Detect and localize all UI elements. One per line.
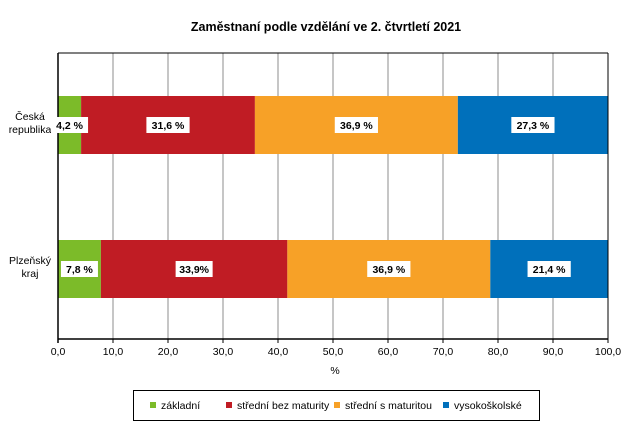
x-axis-title: % bbox=[330, 365, 339, 377]
data-label-box bbox=[511, 117, 555, 133]
data-label-box bbox=[367, 261, 411, 277]
x-tick-label: 40,0 bbox=[268, 346, 289, 358]
x-tick-label: 70,0 bbox=[433, 346, 454, 358]
x-tick-label: 20,0 bbox=[158, 346, 179, 358]
category-label-line: kraj bbox=[22, 268, 39, 280]
category-label-line: republika bbox=[9, 124, 52, 136]
legend-swatch bbox=[443, 402, 449, 408]
category-label-line: Plzeňský bbox=[9, 255, 52, 267]
legend-swatch bbox=[150, 402, 156, 408]
data-label-box bbox=[51, 117, 89, 133]
x-tick-label: 100,0 bbox=[595, 346, 621, 358]
data-labels: 4,2 % 31,6 % 36,9 % 27,3 % 7,8 % 33,9% 36,9 % 2… bbox=[51, 117, 571, 277]
data-label: 33,9% bbox=[179, 264, 209, 276]
bars bbox=[58, 96, 608, 298]
legend-label: střední bez maturity bbox=[237, 400, 330, 412]
data-label-box bbox=[146, 117, 190, 133]
data-label: 27,3 % bbox=[517, 120, 550, 132]
data-label-box bbox=[334, 117, 378, 133]
x-tick-label: 0,0 bbox=[51, 346, 66, 358]
legend-label: vysokoškolské bbox=[454, 400, 522, 412]
legend: základní střední bez maturity střední s ma… bbox=[133, 390, 540, 421]
legend-swatch bbox=[226, 402, 232, 408]
data-label-box bbox=[527, 261, 571, 277]
legend-swatch bbox=[334, 402, 340, 408]
x-tick-label: 90,0 bbox=[543, 346, 564, 358]
x-tick-label: 10,0 bbox=[103, 346, 124, 358]
x-tick-label: 80,0 bbox=[488, 346, 509, 358]
data-label: 31,6 % bbox=[152, 120, 185, 132]
data-label: 21,4 % bbox=[533, 264, 566, 276]
x-tick-label: 50,0 bbox=[323, 346, 344, 358]
axes bbox=[57, 52, 609, 343]
x-tick-label: 60,0 bbox=[378, 346, 399, 358]
x-axis-ticks: 0,0 10,0 20,0 30,0 40,0 50,0 60,0 70,0 80,0 90,0 1… bbox=[51, 339, 621, 358]
category-label: Plzeňský kraj bbox=[9, 255, 52, 280]
data-label: 36,9 % bbox=[372, 264, 405, 276]
chart-title: Zaměstnaní podle vzdělání ve 2. čtvrtlet… bbox=[191, 20, 461, 34]
category-label-line: Česká bbox=[15, 110, 45, 123]
legend-label: základní bbox=[161, 400, 200, 412]
data-label: 7,8 % bbox=[66, 264, 94, 276]
data-label-box bbox=[60, 261, 98, 277]
category-labels: Česká republika Plzeňský kraj bbox=[9, 110, 52, 280]
x-tick-label: 30,0 bbox=[213, 346, 234, 358]
category-label: Česká republika bbox=[9, 110, 52, 136]
data-label: 4,2 % bbox=[56, 120, 84, 132]
data-label-box bbox=[175, 261, 213, 277]
data-label: 36,9 % bbox=[340, 120, 373, 132]
legend-label: střední s maturitou bbox=[345, 400, 432, 412]
